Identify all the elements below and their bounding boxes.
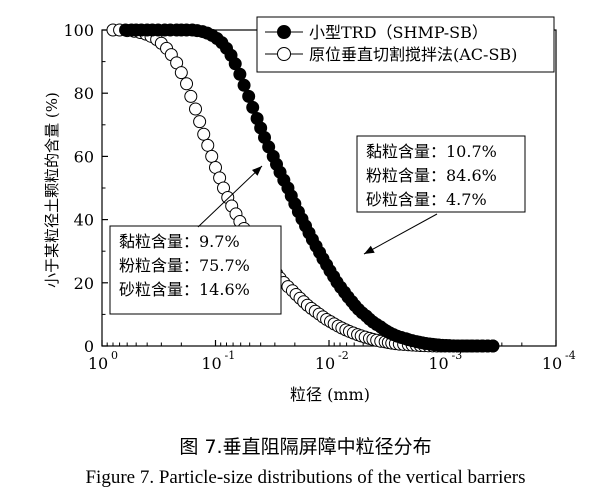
annotation-arrowhead (252, 166, 262, 176)
y-axis-label: 小于某粒径土颗粒的含量 (%) (43, 92, 61, 288)
data-point (201, 138, 215, 152)
annotation-arrow (197, 165, 263, 228)
legend-marker (277, 47, 291, 61)
figure-caption-chinese: 图 7.垂直阻隔屏障中粒径分布 (179, 436, 432, 458)
data-point (237, 78, 251, 92)
y-tick-label: 100 (63, 21, 94, 40)
annotations: 黏粒含量：10.7% 粉粒含量：84.6% 砂粒含量：4.7% 黏粒含量：9.7% 粉粒… (109, 135, 526, 315)
y-tick-label: 0 (84, 337, 94, 356)
annotation-line: 砂粒含量：4.7% (366, 190, 487, 209)
annotation-line: 砂粒含量：14.6% (119, 280, 250, 299)
legend-marker (277, 25, 291, 39)
annotation-box: 黏粒含量：9.7% 粉粒含量：75.7% 砂粒含量：14.6% (109, 165, 282, 315)
data-point (197, 127, 211, 141)
data-point (242, 89, 256, 103)
annotation-line: 黏粒含量：9.7% (119, 232, 240, 251)
data-point (180, 77, 194, 91)
annotation-line: 粉粒含量：84.6% (366, 166, 497, 185)
data-point (486, 339, 500, 353)
annotation-line: 粉粒含量：75.7% (119, 256, 250, 275)
x-axis-label: 粒径 (mm) (290, 385, 370, 404)
data-point (189, 102, 203, 116)
y-tick-label: 20 (74, 274, 94, 293)
data-point (246, 100, 260, 114)
x-tick-label: 10 (201, 354, 221, 373)
x-tick-exponent: -1 (225, 349, 236, 362)
annotation-frame (356, 135, 526, 213)
y-tick-label: 40 (74, 211, 94, 230)
annotation-arrow (363, 213, 438, 255)
x-tick-label: 10 (88, 354, 108, 373)
data-point (184, 89, 198, 103)
x-tick-label: 10 (315, 354, 335, 373)
figure-caption-english: Figure 7. Particle-size distributions of… (85, 467, 526, 488)
annotation-frame (109, 225, 282, 315)
x-tick-exponent: -4 (565, 349, 576, 362)
y-tick-label: 60 (74, 147, 94, 166)
x-tick-exponent: -2 (338, 349, 349, 362)
x-tick-label: 10 (542, 354, 562, 373)
annotation-arrowhead (364, 245, 375, 254)
legend-label: 原位垂直切割搅拌法(AC-SB) (309, 45, 517, 64)
x-tick-exponent: 0 (111, 349, 118, 362)
series-shmp-sb (119, 23, 500, 353)
annotation-line: 黏粒含量：10.7% (366, 142, 497, 161)
x-axis: 10 0 10 -1 10 -2 10 -3 10 -4 (88, 340, 576, 373)
x-tick-label: 10 (428, 354, 448, 373)
legend-frame (256, 16, 555, 73)
y-tick-label: 80 (74, 84, 94, 103)
x-tick-exponent: -3 (452, 349, 463, 362)
y-axis: 0 20 40 60 80 100 (63, 21, 108, 356)
legend-label: 小型TRD（SHMP-SB） (309, 23, 488, 42)
legend: 小型TRD（SHMP-SB） 原位垂直切割搅拌法(AC-SB) (256, 16, 555, 73)
annotation-box: 黏粒含量：10.7% 粉粒含量：84.6% 砂粒含量：4.7% (356, 135, 526, 255)
data-point (205, 149, 219, 163)
data-point (233, 67, 247, 81)
data-point (193, 115, 207, 129)
data-point (174, 66, 188, 80)
